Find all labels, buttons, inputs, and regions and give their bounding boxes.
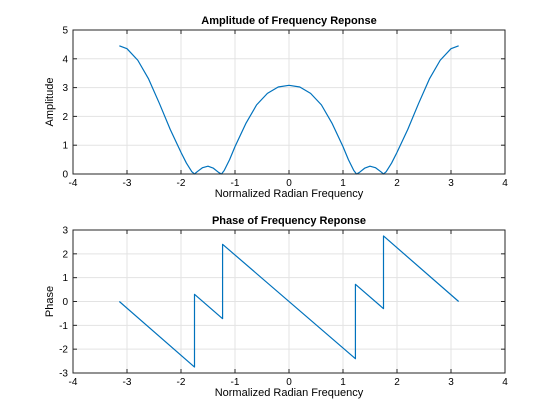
phase-x-tick-label: -1: [231, 377, 240, 388]
phase-y-tick-label: 1: [62, 273, 68, 284]
phase-title: Phase of Frequency Reponse: [212, 215, 366, 227]
amplitude-x-tick-label: 0: [286, 178, 292, 189]
amplitude-x-tick-label: -1: [231, 178, 240, 189]
phase-x-tick-label: 1: [340, 377, 346, 388]
phase-x-tick-label: -4: [69, 377, 78, 388]
amplitude-x-tick-label: -4: [69, 178, 78, 189]
amplitude-x-tick-label: 1: [340, 178, 346, 189]
phase-x-tick-label: 3: [448, 377, 454, 388]
phase-y-tick-label: -3: [59, 369, 68, 380]
amplitude-y-tick-label: 3: [62, 83, 68, 94]
amplitude-title: Amplitude of Frequency Reponse: [201, 15, 376, 27]
phase-series-line: [118, 235, 460, 368]
amplitude-y-tick-label: 4: [62, 54, 68, 65]
amplitude-plot: -4 -3 -2 -1 0 1 2 3 4 0 1 2 3 4 5 Amplitude of Frequenc…: [44, 15, 508, 200]
amplitude-y-tick-label: 0: [62, 170, 68, 181]
amplitude-y-axis-label: Amplitude: [44, 78, 56, 127]
phase-x-tick-label: 4: [502, 377, 508, 388]
phase-x-tick-label: -3: [123, 377, 132, 388]
amplitude-series-line: [119, 45, 459, 175]
phase-y-axis-label: Phase: [44, 286, 56, 317]
phase-x-tick-label: -2: [177, 377, 186, 388]
amplitude-y-tick-label: 2: [62, 112, 68, 123]
amplitude-x-axis-label: Normalized Radian Frequency: [215, 188, 364, 200]
phase-x-axis-label: Normalized Radian Frequency: [215, 387, 364, 399]
amplitude-x-tick-label: 2: [394, 178, 400, 189]
amplitude-x-tick-label: -3: [123, 178, 132, 189]
amplitude-y-tick-label: 5: [62, 26, 68, 37]
phase-x-tick-label: 0: [286, 377, 292, 388]
amplitude-x-tick-label: -2: [177, 178, 186, 189]
phase-y-tick-label: -2: [59, 345, 68, 356]
amplitude-x-tick-label: 3: [448, 178, 454, 189]
amplitude-y-tick-label: 1: [62, 141, 68, 152]
phase-y-tick-label: 0: [62, 297, 68, 308]
phase-y-tick-label: -1: [59, 321, 68, 332]
amplitude-x-tick-label: 4: [502, 178, 508, 189]
phase-y-tick-label: 3: [62, 226, 68, 237]
phase-x-tick-label: 2: [394, 377, 400, 388]
phase-y-tick-label: 2: [62, 249, 68, 260]
